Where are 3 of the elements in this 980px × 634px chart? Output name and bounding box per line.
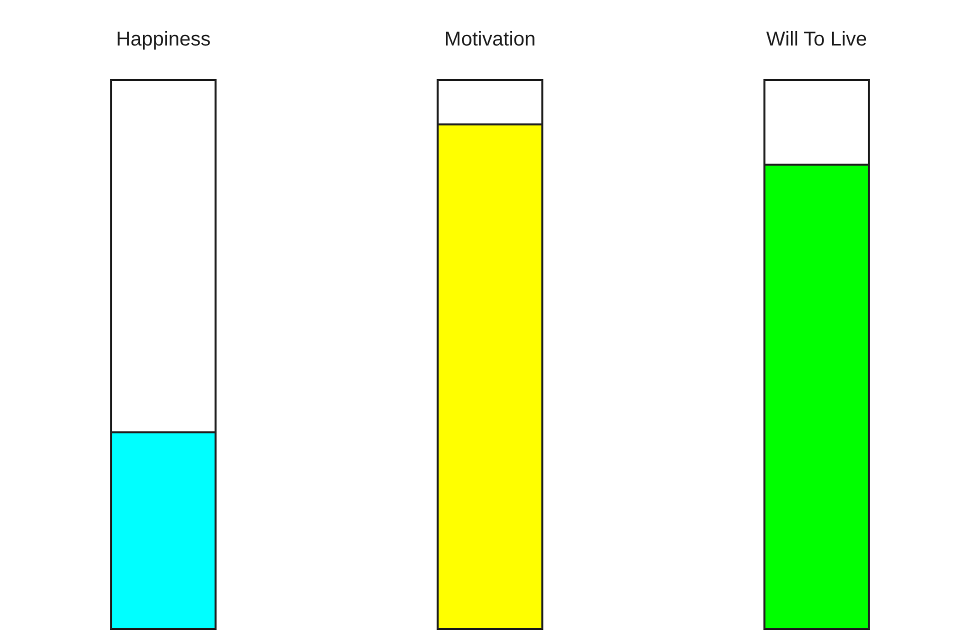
x-tick-label: Happiness <box>116 28 211 51</box>
x-tick-label: Motivation <box>444 28 536 51</box>
x-tick-label: Will To Live <box>766 28 868 51</box>
